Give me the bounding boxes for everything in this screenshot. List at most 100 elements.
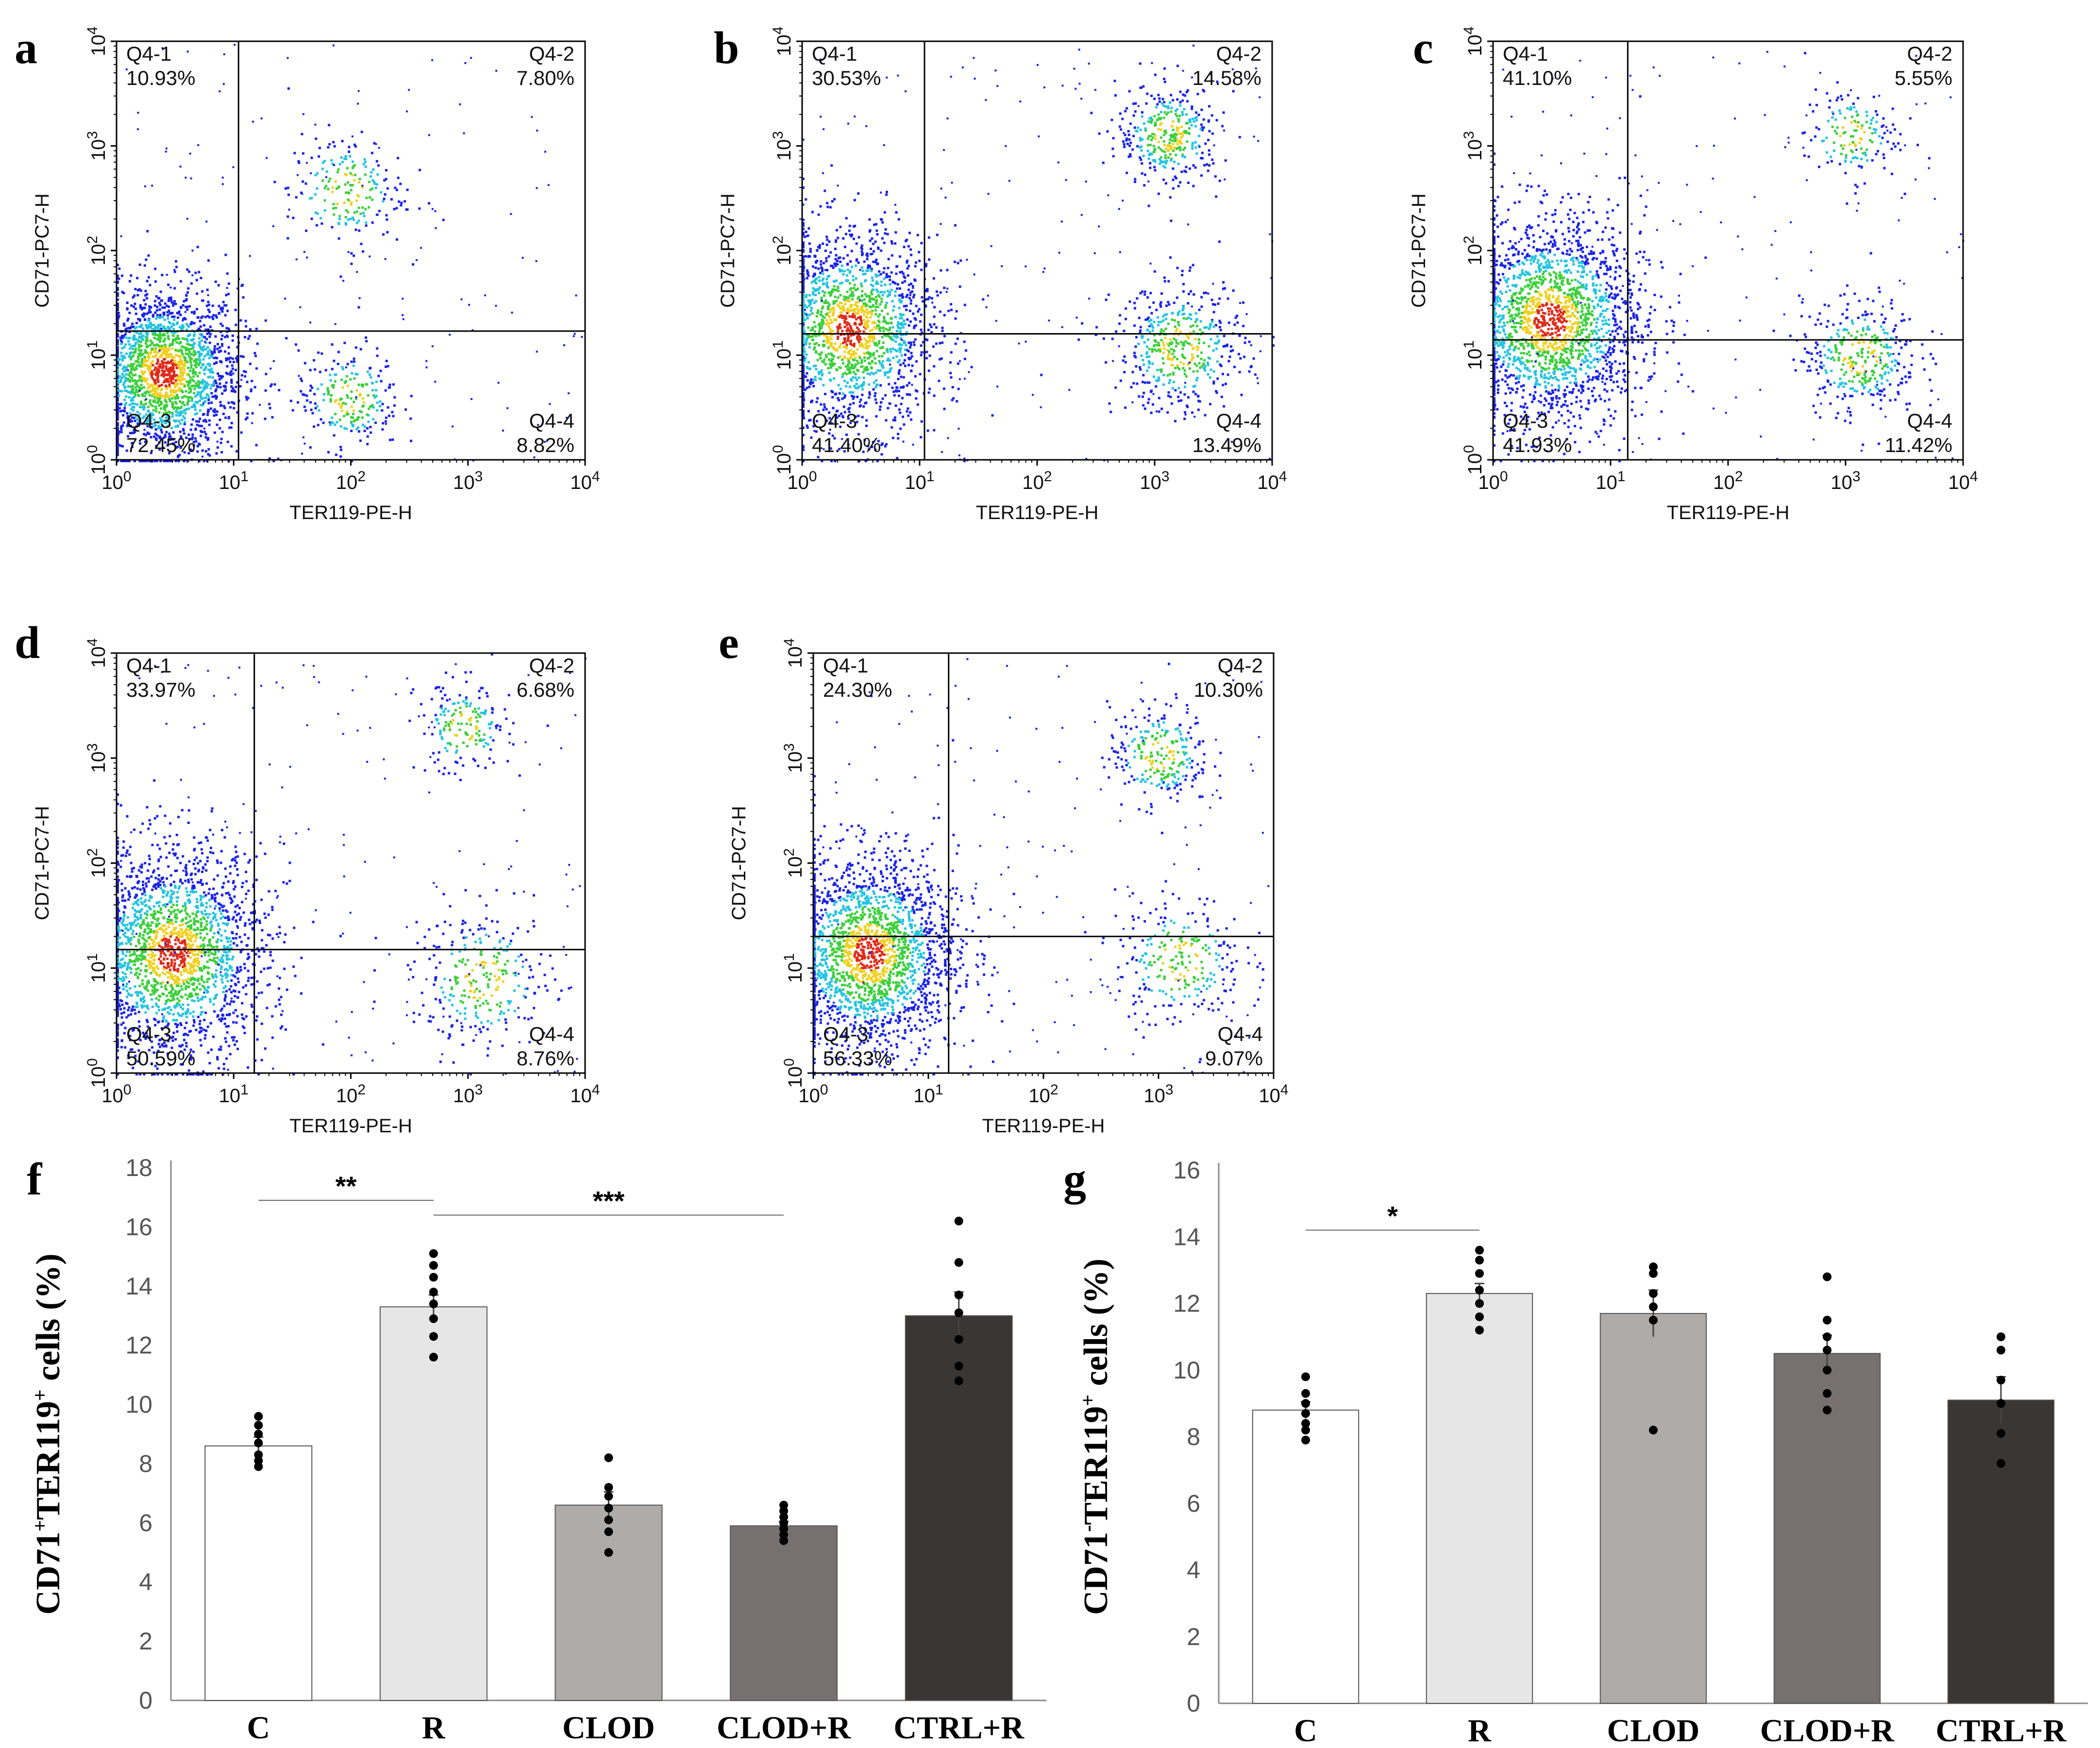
data-point	[429, 1287, 438, 1296]
y-tick-label: 104	[1461, 26, 1486, 56]
y-axis-title: CD71-PC7-H	[32, 806, 53, 921]
quadrant-name: Q4-1	[823, 654, 868, 677]
y-tick-label: 10	[1173, 1357, 1200, 1384]
x-tick-label: 104	[570, 469, 600, 493]
data-point	[1823, 1332, 1831, 1342]
y-tick-label: 14	[1173, 1223, 1200, 1250]
y-tick-label: 102	[781, 848, 806, 878]
bar-ctrl-plus-r	[1947, 1399, 2055, 1704]
scatter-points-d	[117, 653, 587, 1076]
y-tick-label: 16	[125, 1213, 152, 1241]
x-tick-label: 101	[905, 469, 934, 493]
flow-panel-b: b100100101101102102103103104104TER119-PE…	[714, 23, 1287, 523]
data-point	[954, 1376, 963, 1385]
y-tick-label: 103	[84, 743, 109, 773]
significance-label: **	[336, 1171, 357, 1201]
y-tick-label: 18	[125, 1154, 152, 1181]
data-point	[429, 1314, 438, 1323]
data-point	[1997, 1429, 2005, 1438]
y-axis-title: CD71-PC7-H	[717, 193, 739, 308]
quadrant-percent: 24.30%	[823, 678, 892, 701]
data-point	[1475, 1299, 1484, 1308]
quadrant-name: Q4-2	[529, 654, 574, 677]
y-tick-label: 100	[781, 1058, 806, 1088]
data-point	[1301, 1435, 1310, 1445]
quadrant-percent: 41.40%	[812, 434, 881, 456]
x-tick-label: 102	[1022, 469, 1052, 493]
quadrant-percent: 72.45%	[126, 434, 195, 456]
quadrant-name: Q4-3	[823, 1023, 868, 1045]
y-tick-label: 102	[84, 235, 109, 265]
y-tick-label: 14	[125, 1273, 152, 1300]
y-tick-label: 100	[84, 445, 109, 474]
x-tick-label: 103	[1140, 469, 1169, 493]
quadrant-percent: 41.10%	[1503, 67, 1572, 89]
quadrant-percent: 8.76%	[517, 1047, 574, 1070]
y-tick-label: 0	[1187, 1690, 1200, 1717]
y-tick-label: 102	[770, 235, 795, 265]
x-axis-title: TER119-PE-H	[976, 502, 1099, 523]
scatter-points-b	[802, 44, 1275, 462]
quadrant-name: Q4-4	[1907, 409, 1952, 432]
data-point	[1997, 1345, 2005, 1355]
x-tick-label: 101	[219, 469, 249, 493]
y-tick-label: 104	[781, 638, 806, 668]
category-label: C	[1294, 1713, 1317, 1748]
quadrant-percent: 10.30%	[1194, 678, 1263, 701]
data-point	[1301, 1399, 1310, 1408]
quadrant-percent: 5.55%	[1895, 67, 1952, 89]
y-tick-label: 4	[1187, 1557, 1200, 1584]
data-point	[1475, 1326, 1484, 1335]
quadrant-name: Q4-1	[126, 42, 171, 65]
y-tick-label: 103	[770, 131, 795, 161]
data-point	[429, 1273, 438, 1282]
scatter-points-e	[813, 658, 1270, 1076]
y-tick-label: 2	[1187, 1623, 1200, 1650]
quadrant-percent: 7.80%	[517, 67, 574, 89]
y-tick-label: 102	[1461, 235, 1486, 265]
x-tick-label: 102	[336, 1082, 366, 1107]
y-tick-label: 102	[84, 848, 109, 878]
y-tick-label: 100	[770, 445, 795, 474]
bar-chart-g: g 0 2 4 6 8 10 12 14 16 C R CLOD CLOD+R CTRL+R * CD71-TE…	[1063, 1154, 2088, 1748]
flow-panel-d: d100100101101102102103103104104TER119-PE…	[15, 618, 600, 1137]
significance-label: ***	[593, 1186, 625, 1216]
quadrant-percent: 50.59%	[126, 1047, 195, 1070]
data-point	[1649, 1269, 1658, 1278]
y-tick-label: 6	[1187, 1490, 1200, 1517]
x-axis-title: TER119-PE-H	[289, 502, 412, 523]
data-point	[254, 1421, 263, 1430]
data-point	[604, 1483, 613, 1492]
data-point	[1301, 1389, 1310, 1398]
category-label: CLOD	[1607, 1713, 1700, 1748]
data-point	[254, 1438, 263, 1447]
y-tick-label: 2	[139, 1628, 152, 1655]
data-point	[1649, 1302, 1658, 1311]
data-point	[1997, 1459, 2005, 1468]
quadrant-name: Q4-2	[1218, 654, 1263, 677]
bar-r	[379, 1306, 487, 1701]
quadrant-name: Q4-1	[812, 42, 857, 65]
y-tick-label: 101	[84, 953, 109, 983]
data-point	[604, 1515, 613, 1525]
data-point	[1997, 1332, 2005, 1342]
x-tick-label: 102	[336, 469, 366, 493]
y-tick-label: 103	[84, 131, 109, 161]
x-tick-label: 104	[1948, 469, 1978, 493]
y-tick-label: 104	[84, 26, 109, 56]
category-label: R	[1468, 1713, 1492, 1748]
y-tick-label: 104	[770, 26, 795, 56]
category-label: R	[422, 1710, 446, 1746]
data-point	[1301, 1426, 1310, 1435]
data-point	[1301, 1409, 1310, 1418]
data-point	[1301, 1372, 1310, 1381]
quadrant-percent: 8.82%	[517, 434, 574, 456]
y-tick-label: 4	[139, 1568, 152, 1596]
quadrant-name: Q4-3	[126, 1023, 171, 1045]
y-tick-label: 0	[139, 1687, 152, 1714]
x-tick-label: 104	[1259, 1082, 1288, 1107]
panel-label-e: e	[719, 618, 739, 668]
data-point	[779, 1536, 789, 1545]
